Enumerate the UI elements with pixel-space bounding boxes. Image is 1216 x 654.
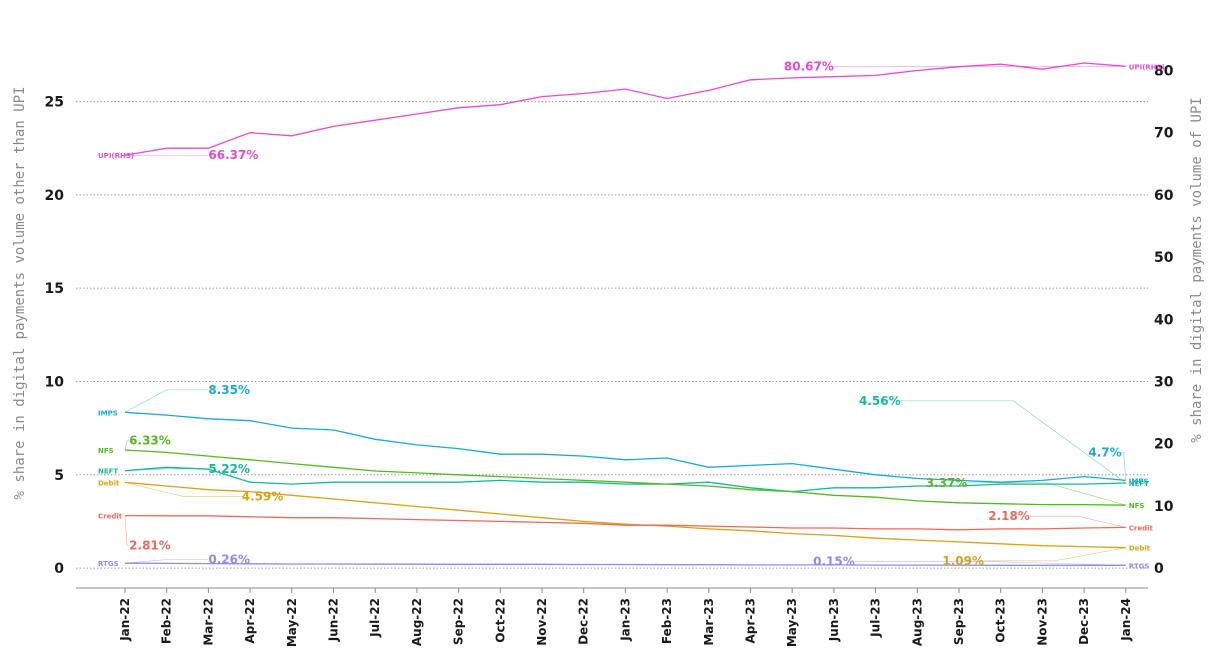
x-tick-label: Apr-23 — [744, 598, 758, 643]
series-tag-start-debit: Debit — [98, 479, 120, 487]
callout-label-upi-rhs: 80.67% — [784, 59, 834, 73]
series-tag-end-neft: NEFT — [1129, 480, 1149, 488]
series-tag-end-imps: IMPS — [1129, 477, 1149, 485]
callout-label-credit: 2.18% — [988, 509, 1030, 523]
x-tick-label: Dec-23 — [1077, 598, 1091, 645]
x-tick-label: Aug-23 — [910, 598, 924, 646]
series-tag-start-imps: IMPS — [98, 409, 118, 417]
callout-leader-rtgs — [854, 561, 1126, 566]
series-line-neft — [124, 466, 1126, 493]
series-tag-end-nfs: NFS — [1129, 502, 1145, 510]
callout-label-imps: 8.35% — [208, 383, 250, 397]
callout-label-neft: 4.56% — [859, 394, 901, 408]
right-tick-label: 20 — [1154, 437, 1174, 453]
callout-leader-nfs — [967, 482, 1126, 506]
callout-leader-nfs — [124, 440, 130, 451]
callout-label-imps: 4.7% — [1088, 445, 1121, 459]
callout-label-debit: 1.09% — [942, 554, 984, 568]
x-tick-label: Jul-22 — [368, 598, 382, 638]
callout-leader-imps — [1121, 452, 1127, 481]
data-labels: UPI(RHS) UPI(RHS) 66.37% 80.67% IMPS IMPS 8.35… — [98, 59, 1165, 570]
left-tick-label: 15 — [45, 281, 64, 297]
x-tick-label: Oct-23 — [994, 598, 1008, 643]
right-tick-label: 70 — [1154, 126, 1174, 142]
series-tag-end-debit: Debit — [1129, 545, 1151, 553]
gridlines — [76, 101, 1148, 569]
series-tag-start-neft: NEFT — [98, 468, 118, 476]
right-tick-label: 40 — [1154, 312, 1174, 328]
series-tag-end-rtgs: RTGS — [1129, 562, 1150, 570]
left-axis-title: % share in digital payments volume other… — [12, 86, 28, 499]
right-axis-ticks: 0 10 20 30 40 50 60 70 80 — [1154, 63, 1174, 577]
callout-leader-neft — [124, 468, 209, 471]
x-tick-label: Jul-23 — [869, 598, 883, 638]
series-line-imps — [124, 411, 1126, 483]
callout-label-nfs: 3.37% — [926, 476, 968, 490]
x-tick-label: Aug-22 — [410, 598, 424, 646]
series-tag-start-upi-rhs: UPI(RHS) — [98, 152, 134, 160]
left-axis-ticks: 0 5 10 15 20 25 — [45, 95, 65, 578]
callout-label-nfs: 6.33% — [129, 434, 171, 448]
series-line-nfs — [124, 449, 1126, 506]
series-tag-start-nfs: NFS — [98, 447, 114, 455]
series-line-upi-rhs — [124, 62, 1126, 156]
right-tick-label: 10 — [1154, 499, 1174, 515]
x-tick-label: Jan-22 — [118, 598, 132, 642]
right-tick-label: 60 — [1154, 188, 1174, 204]
x-tick-label: Apr-22 — [243, 598, 257, 643]
x-tick-label: Nov-23 — [1035, 598, 1049, 646]
series-line-rtgs — [124, 562, 1126, 566]
callout-leader-debit — [984, 547, 1126, 562]
x-tick-label: Sep-22 — [452, 598, 466, 645]
x-tick-label: Oct-22 — [493, 598, 507, 643]
right-tick-label: 30 — [1154, 374, 1174, 390]
left-tick-label: 0 — [54, 561, 64, 577]
callout-leader-imps — [124, 389, 209, 413]
callout-label-neft: 5.22% — [208, 462, 250, 476]
series-line-debit — [124, 481, 1126, 549]
right-tick-label: 0 — [1154, 561, 1164, 577]
series-line-credit — [124, 514, 1126, 531]
x-tick-label: Feb-23 — [660, 598, 674, 644]
series-lines — [124, 62, 1126, 566]
x-tick-label: Dec-22 — [577, 598, 591, 645]
callout-label-rtgs: 0.26% — [208, 552, 250, 566]
left-tick-label: 25 — [45, 95, 64, 111]
callout-label-upi-rhs: 66.37% — [208, 148, 258, 162]
x-tick-label: Jan-24 — [1119, 598, 1133, 642]
series-tag-start-rtgs: RTGS — [98, 560, 119, 568]
x-tick-label: Jan-23 — [618, 598, 632, 642]
left-tick-label: 10 — [45, 374, 65, 390]
callout-leader-neft — [900, 400, 1126, 484]
x-tick-label: Feb-22 — [160, 598, 174, 644]
callout-label-rtgs: 0.15% — [813, 555, 855, 569]
callout-leader-credit — [124, 515, 130, 546]
x-tick-label: Sep-23 — [952, 598, 966, 645]
callout-leader-rtgs — [124, 559, 209, 564]
x-tick-label: Jun-22 — [327, 598, 341, 642]
callout-leader-credit — [1029, 515, 1126, 528]
left-tick-label: 5 — [54, 468, 64, 484]
callout-label-credit: 2.81% — [129, 538, 171, 552]
series-tag-start-credit: Credit — [98, 513, 123, 521]
left-tick-label: 20 — [45, 188, 65, 204]
x-tick-label: Jun-23 — [827, 598, 841, 642]
x-tick-label: May-23 — [785, 598, 799, 647]
x-tick-label: Mar-22 — [201, 598, 215, 646]
right-tick-label: 50 — [1154, 250, 1174, 266]
x-tick-label: Nov-22 — [535, 598, 549, 646]
right-tick-label: 80 — [1154, 63, 1174, 79]
x-tick-label: May-22 — [285, 598, 299, 647]
series-tag-end-upi-rhs: UPI(RHS) — [1129, 63, 1165, 71]
series-tag-end-credit: Credit — [1129, 524, 1154, 532]
right-axis-title: % share in digital payments volume of UP… — [1189, 97, 1205, 443]
callout-label-debit: 4.59% — [242, 489, 284, 503]
x-axis: Jan-22 Feb-22 Mar-22 Apr-22 May-22 Jun-22 Jul-… — [76, 587, 1148, 647]
callout-leader-debit — [124, 482, 242, 497]
x-tick-label: Mar-23 — [702, 598, 716, 646]
